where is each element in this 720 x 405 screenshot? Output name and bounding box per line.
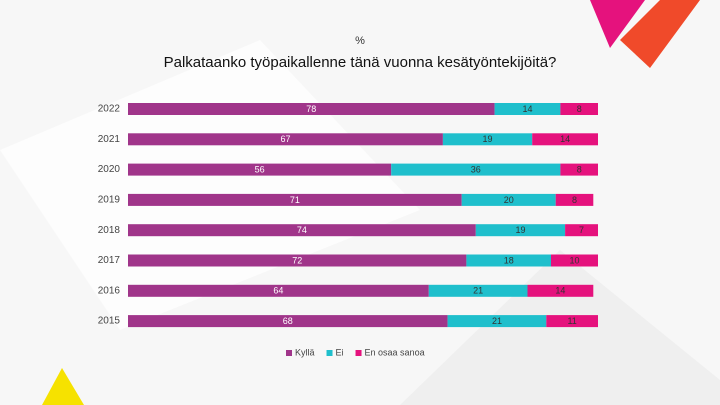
y-tick-label: 2016 bbox=[98, 285, 121, 296]
bar-segment bbox=[128, 254, 467, 267]
data-label: 19 bbox=[483, 134, 493, 144]
bar-segment bbox=[128, 103, 495, 115]
bar-segment bbox=[442, 133, 533, 146]
bar-segment bbox=[555, 193, 594, 206]
chart-title: Palkataanko työpaikallenne tänä vuonna k… bbox=[164, 54, 557, 71]
legend-label: Ei bbox=[336, 347, 344, 357]
data-label: 8 bbox=[572, 195, 577, 205]
bar-segment bbox=[527, 284, 594, 297]
bar-segment bbox=[128, 163, 392, 176]
bar-segment bbox=[494, 103, 561, 115]
background-shape bbox=[400, 250, 720, 405]
bar-segment bbox=[475, 224, 566, 237]
bar-segment bbox=[128, 133, 443, 146]
bar-segment bbox=[128, 224, 476, 237]
bar-segment bbox=[565, 224, 598, 237]
bar-segment bbox=[447, 315, 547, 328]
data-label: 7 bbox=[579, 225, 584, 235]
y-tick-label: 2022 bbox=[98, 104, 121, 115]
legend-label: En osaa sanoa bbox=[365, 347, 425, 357]
decor-triangle bbox=[42, 368, 84, 405]
y-tick-label: 2019 bbox=[98, 195, 121, 206]
legend-swatch bbox=[355, 350, 362, 356]
legend-label: Kyllä bbox=[295, 347, 315, 357]
bar-segment bbox=[560, 163, 598, 176]
y-tick-label: 2021 bbox=[98, 134, 121, 145]
y-tick-label: 2018 bbox=[98, 225, 121, 236]
bar-segment bbox=[461, 193, 556, 206]
bar-segment bbox=[532, 133, 598, 146]
data-label: 11 bbox=[567, 316, 576, 326]
bar-segment bbox=[128, 315, 448, 328]
data-label: 74 bbox=[297, 225, 307, 235]
bar-segment bbox=[551, 254, 598, 267]
data-label: 36 bbox=[471, 164, 481, 174]
data-label: 14 bbox=[522, 104, 532, 114]
data-label: 20 bbox=[504, 195, 514, 205]
data-label: 21 bbox=[492, 316, 502, 326]
y-tick-label: 2015 bbox=[98, 316, 121, 327]
bar-segment bbox=[128, 284, 429, 297]
legend-swatch bbox=[286, 350, 292, 356]
y-tick-label: 2017 bbox=[98, 255, 121, 266]
data-label: 19 bbox=[515, 225, 525, 235]
data-label: 71 bbox=[290, 195, 300, 205]
data-label: 14 bbox=[560, 134, 570, 144]
legend-swatch bbox=[326, 350, 333, 356]
data-label: 68 bbox=[283, 316, 293, 326]
data-label: 56 bbox=[255, 164, 265, 174]
bar-segment bbox=[546, 315, 598, 328]
bar-segment bbox=[466, 254, 551, 267]
bar-segment bbox=[560, 103, 598, 115]
data-label: 18 bbox=[504, 255, 514, 265]
y-tick-label: 2020 bbox=[98, 164, 121, 175]
data-label: 72 bbox=[292, 255, 302, 265]
data-label: 78 bbox=[306, 104, 316, 114]
bar-segment bbox=[128, 193, 462, 206]
data-label: 21 bbox=[473, 286, 483, 296]
data-label: 64 bbox=[273, 286, 283, 296]
data-label: 8 bbox=[577, 104, 582, 114]
data-label: 67 bbox=[280, 134, 290, 144]
chart-subtitle: % bbox=[355, 35, 365, 47]
bar-segment bbox=[428, 284, 528, 297]
data-label: 14 bbox=[555, 286, 565, 296]
decor-triangle bbox=[620, 0, 700, 68]
bar-segment bbox=[391, 163, 561, 176]
data-label: 8 bbox=[577, 164, 582, 174]
decor-triangle bbox=[590, 0, 645, 48]
data-label: 10 bbox=[569, 255, 579, 265]
